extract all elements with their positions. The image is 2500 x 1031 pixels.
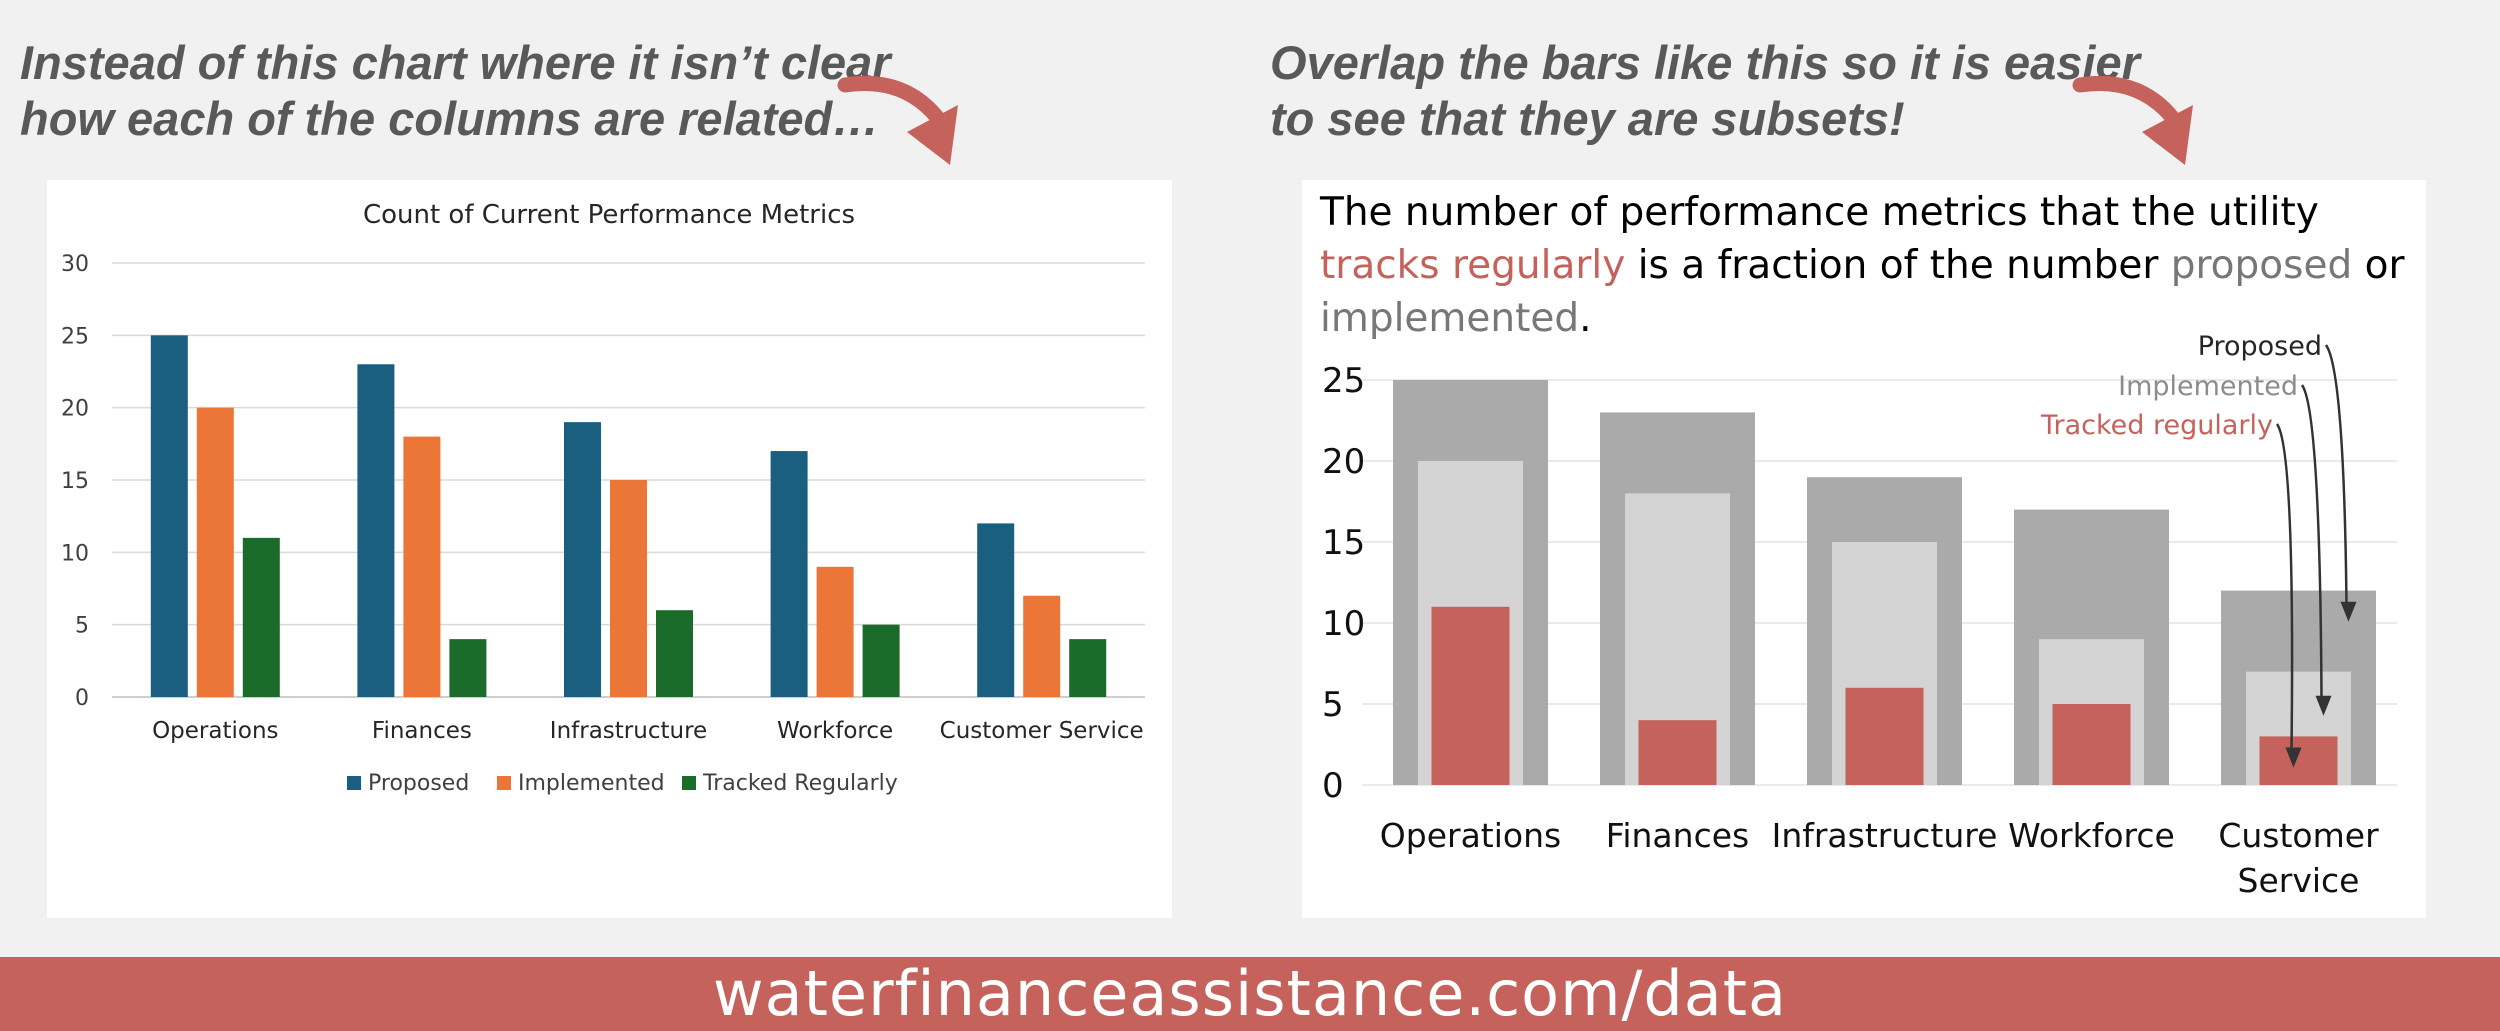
x-tick-label: Finances: [1606, 816, 1749, 855]
direct-label-proposed: Proposed: [2198, 331, 2322, 362]
x-tick-label: Customer Service: [940, 718, 1144, 744]
bar-tracked-regularly-finances: [1638, 720, 1717, 785]
right-chart-title: The number of performance metrics that t…: [1320, 186, 2420, 345]
title-part3: or: [2352, 243, 2405, 288]
y-tick-label: 10: [61, 541, 89, 566]
y-tick-label: 0: [1322, 766, 1344, 806]
label-arrowhead-icon: [2340, 601, 2357, 622]
left-grouped-bar-chart: Count of Current Performance Metrics 0 5 10…: [61, 200, 1145, 796]
y-tick-label: 30: [61, 252, 89, 277]
left-caption-line2: how each of the columns are related…: [20, 92, 880, 145]
right-caption: Overlap the bars like this so it is easi…: [1270, 35, 2140, 147]
legend-label-implemented: Implemented: [518, 771, 665, 796]
direct-label-tracked-regularly: Tracked regularly: [2040, 410, 2273, 441]
left-caption-line1: Instead of this chart where it isn’t cle…: [20, 36, 891, 89]
curved-arrow-right-icon: [2072, 75, 2193, 165]
legend-swatch-proposed: [347, 776, 361, 790]
x-tick-label: Workforce: [777, 718, 893, 744]
bar-tracked-regularly-infrastructure: [1845, 687, 1924, 785]
left-chart-panel: Count of Current Performance Metrics 0 5 10…: [47, 180, 1172, 918]
legend-swatch-tracked-regularly: [682, 776, 696, 790]
footer-url: waterfinanceassistance.com/data: [712, 957, 1788, 1030]
title-proposed: proposed: [2170, 243, 2353, 288]
bar-tracked-regularly-workforce: [862, 624, 900, 697]
y-tick-label: 25: [1322, 361, 1365, 401]
label-arrowhead-icon: [2285, 747, 2302, 768]
title-implemented: implemented: [1320, 296, 1580, 341]
right-overlapped-bar-chart: 0 5 10 15 20 25 Operations Finances Infrastructu…: [1322, 331, 2397, 900]
x-tick-label: Customer: [2218, 816, 2379, 855]
x-tick-label: Finances: [372, 718, 472, 744]
right-chart-panel: 0 5 10 15 20 25 Operations Finances Infrastructu…: [1302, 180, 2426, 918]
bar-implemented-customer-service: [1023, 595, 1061, 697]
title-part2: is a fraction of the number: [1625, 243, 2171, 288]
bar-implemented-finances: [403, 436, 441, 697]
title-part1: The number of performance metrics that t…: [1320, 190, 2319, 235]
bar-implemented-infrastructure: [610, 480, 647, 697]
x-tick-label: Infrastructure: [1772, 816, 1998, 855]
bar-tracked-regularly-operations: [242, 537, 280, 697]
bar-tracked-regularly-finances: [449, 639, 487, 697]
left-caption: Instead of this chart where it isn’t cle…: [20, 35, 891, 147]
right-caption-line2: to see that they are subsets!: [1270, 92, 1905, 145]
y-tick-label: 25: [61, 324, 89, 349]
y-tick-label: 0: [75, 686, 89, 711]
legend-label-proposed: Proposed: [368, 771, 469, 796]
x-tick-label: Operations: [152, 718, 278, 744]
y-tick-label: 5: [1322, 685, 1344, 725]
bar-proposed-workforce: [770, 451, 808, 697]
title-tracks: tracks regularly: [1320, 243, 1626, 288]
label-arrow-line-proposed: [2324, 344, 2348, 605]
y-tick-label: 15: [61, 469, 89, 494]
bar-implemented-workforce: [816, 566, 854, 697]
y-tick-label: 15: [1322, 523, 1365, 563]
x-tick-label: Service: [2238, 861, 2360, 900]
bar-tracked-regularly-infrastructure: [656, 610, 693, 697]
bar-proposed-operations: [150, 335, 188, 697]
bar-proposed-customer-service: [977, 523, 1015, 697]
label-arrow-line-tracked-regularly: [2275, 423, 2294, 751]
direct-label-implemented: Implemented: [2118, 371, 2298, 402]
y-tick-label: 10: [1322, 604, 1365, 644]
x-tick-label: Infrastructure: [550, 718, 707, 744]
y-tick-label: 20: [1322, 442, 1365, 482]
legend-label-tracked-regularly: Tracked Regularly: [702, 771, 898, 796]
curved-arrow-left-icon: [837, 75, 958, 165]
y-tick-label: 20: [61, 397, 89, 422]
bar-proposed-finances: [357, 364, 395, 697]
chart-title: Count of Current Performance Metrics: [363, 200, 855, 230]
x-tick-label: Workforce: [2008, 816, 2175, 855]
x-tick-label: Operations: [1380, 816, 1561, 855]
bar-tracked-regularly-operations: [1431, 606, 1510, 785]
bar-tracked-regularly-workforce: [2052, 704, 2131, 785]
bar-tracked-regularly-customer-service: [1069, 639, 1107, 697]
bar-tracked-regularly-customer-service: [2259, 736, 2338, 785]
label-arrow-line-implemented: [2300, 384, 2323, 699]
y-tick-label: 5: [75, 614, 89, 639]
bar-implemented-operations: [196, 407, 234, 697]
legend-swatch-implemented: [497, 776, 511, 790]
right-caption-line1: Overlap the bars like this so it is easi…: [1270, 36, 2140, 89]
label-arrowhead-icon: [2315, 695, 2332, 716]
footer-bar: [0, 957, 2500, 1031]
bar-proposed-infrastructure: [564, 422, 601, 697]
title-part4: .: [1579, 296, 1592, 341]
